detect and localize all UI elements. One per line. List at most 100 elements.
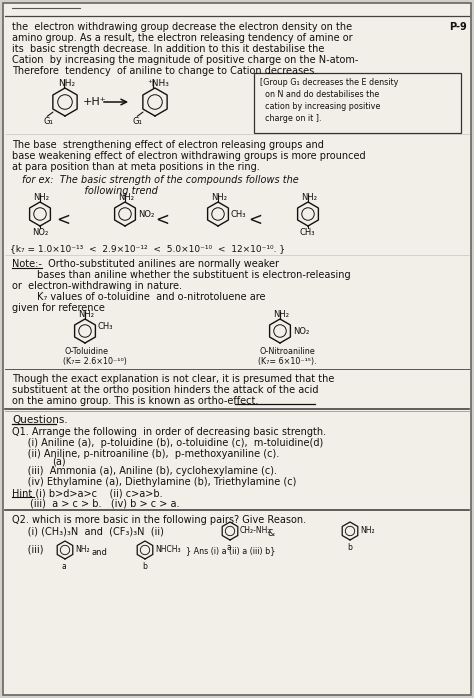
- Point: [452, 456, 459, 467]
- Point: [423, 535, 430, 547]
- Point: [55, 408, 62, 419]
- Point: [120, 250, 128, 261]
- Point: [399, 225, 406, 236]
- Point: [113, 83, 120, 94]
- Text: (K₇= 6×10⁻¹⁵).: (K₇= 6×10⁻¹⁵).: [258, 357, 317, 366]
- Point: [213, 328, 220, 339]
- Text: O-Toluidine: O-Toluidine: [65, 347, 109, 356]
- Point: [108, 80, 116, 91]
- Text: NH₂: NH₂: [301, 193, 317, 202]
- Point: [166, 336, 173, 347]
- Point: [210, 265, 217, 276]
- Point: [388, 548, 395, 559]
- Point: [148, 229, 156, 240]
- Point: [146, 364, 154, 376]
- Point: [45, 9, 53, 20]
- Point: [374, 596, 382, 607]
- Text: for ex:  The basic strength of the compounds follows the: for ex: The basic strength of the compou…: [22, 175, 299, 185]
- Point: [221, 538, 228, 549]
- Point: [12, 392, 19, 403]
- Point: [56, 535, 64, 547]
- Point: [279, 567, 287, 579]
- Point: [400, 344, 407, 355]
- Point: [125, 369, 132, 380]
- Point: [173, 477, 181, 488]
- Point: [436, 438, 444, 449]
- Point: [296, 633, 303, 644]
- Point: [169, 674, 177, 685]
- Point: [437, 551, 444, 562]
- Point: [446, 65, 454, 76]
- Point: [312, 75, 319, 86]
- Point: [358, 412, 365, 423]
- Point: [79, 171, 86, 182]
- Text: Q2. which is more basic in the following pairs? Give Reason.: Q2. which is more basic in the following…: [12, 515, 306, 525]
- Point: [222, 540, 229, 551]
- Point: [243, 174, 250, 185]
- Point: [174, 493, 182, 505]
- Text: NHCH₃: NHCH₃: [155, 545, 181, 554]
- Point: [155, 651, 163, 662]
- Point: [450, 288, 458, 299]
- Point: [385, 637, 393, 648]
- Text: Hint (i) b>d>a>c    (ii) c>a>b.: Hint (i) b>d>a>c (ii) c>a>b.: [12, 488, 163, 498]
- Text: a: a: [227, 543, 232, 552]
- Text: its  basic strength decrease. In addition to this it destabilise the: its basic strength decrease. In addition…: [12, 44, 324, 54]
- Text: (iv) Ethylamine (a), Diethylamine (b), Triethylamine (c): (iv) Ethylamine (a), Diethylamine (b), T…: [12, 477, 296, 487]
- Text: <: <: [248, 211, 262, 229]
- Text: (i) Aniline (a),  p-toluidine (b), o-toluidine (c),  m-toluidine(d): (i) Aniline (a), p-toluidine (b), o-tolu…: [12, 438, 323, 448]
- Point: [154, 553, 162, 564]
- Text: Therefore  tendency  of aniline to change to Cation decreases.: Therefore tendency of aniline to change …: [12, 66, 317, 76]
- Text: P-9: P-9: [449, 22, 467, 32]
- Point: [364, 512, 371, 524]
- Point: [92, 315, 100, 326]
- Point: [311, 100, 319, 111]
- Point: [260, 602, 267, 613]
- Point: [143, 159, 151, 170]
- Text: a: a: [62, 562, 67, 571]
- Text: NH₂: NH₂: [33, 193, 49, 202]
- Point: [303, 330, 310, 341]
- Text: at para position than at meta positions in the ring.: at para position than at meta positions …: [12, 162, 260, 172]
- Text: (iii)  Ammonia (a), Aniline (b), cyclohexylamine (c).: (iii) Ammonia (a), Aniline (b), cyclohex…: [12, 466, 277, 476]
- Text: Questions.: Questions.: [12, 415, 68, 425]
- Text: following trend: following trend: [22, 186, 158, 196]
- Text: and: and: [92, 548, 108, 557]
- Point: [308, 678, 316, 690]
- Point: [89, 553, 97, 564]
- Point: [58, 404, 66, 415]
- Text: G₁: G₁: [43, 117, 53, 126]
- Point: [417, 117, 425, 128]
- Text: (iii)  a > с > b.   (iv) b > c > a.: (iii) a > с > b. (iv) b > c > a.: [30, 499, 180, 509]
- Point: [135, 283, 143, 295]
- Point: [52, 320, 59, 331]
- Text: &: &: [267, 529, 274, 538]
- Point: [397, 36, 405, 47]
- Point: [136, 524, 144, 535]
- Point: [272, 630, 280, 641]
- Text: (ii) Aniline, p-nitroaniline (b),  p-methoxyaniline (c).: (ii) Aniline, p-nitroaniline (b), p-meth…: [12, 449, 279, 459]
- Text: Cation  by increasing the magnitude of positive charge on the N-atom-: Cation by increasing the magnitude of po…: [12, 55, 358, 65]
- Text: NO₂: NO₂: [293, 327, 309, 336]
- Point: [264, 213, 271, 224]
- Text: The base  strengthening effect of electron releasing groups and: The base strengthening effect of electro…: [12, 140, 324, 150]
- Point: [454, 158, 462, 169]
- Point: [18, 60, 26, 71]
- Point: [16, 79, 23, 90]
- Point: [259, 452, 266, 463]
- Point: [202, 204, 210, 215]
- Text: G₁: G₁: [133, 117, 143, 126]
- Point: [258, 393, 266, 404]
- Point: [462, 301, 469, 312]
- Point: [137, 218, 145, 230]
- Point: [353, 260, 361, 272]
- Point: [132, 270, 139, 281]
- Point: [387, 471, 394, 482]
- Point: [84, 312, 92, 323]
- Point: [240, 186, 248, 197]
- Point: [178, 68, 186, 79]
- Point: [107, 12, 114, 23]
- Text: on N and do destabilises the: on N and do destabilises the: [260, 90, 379, 99]
- Text: [Group G₁ decreases the E density: [Group G₁ decreases the E density: [260, 78, 398, 87]
- FancyBboxPatch shape: [254, 73, 461, 133]
